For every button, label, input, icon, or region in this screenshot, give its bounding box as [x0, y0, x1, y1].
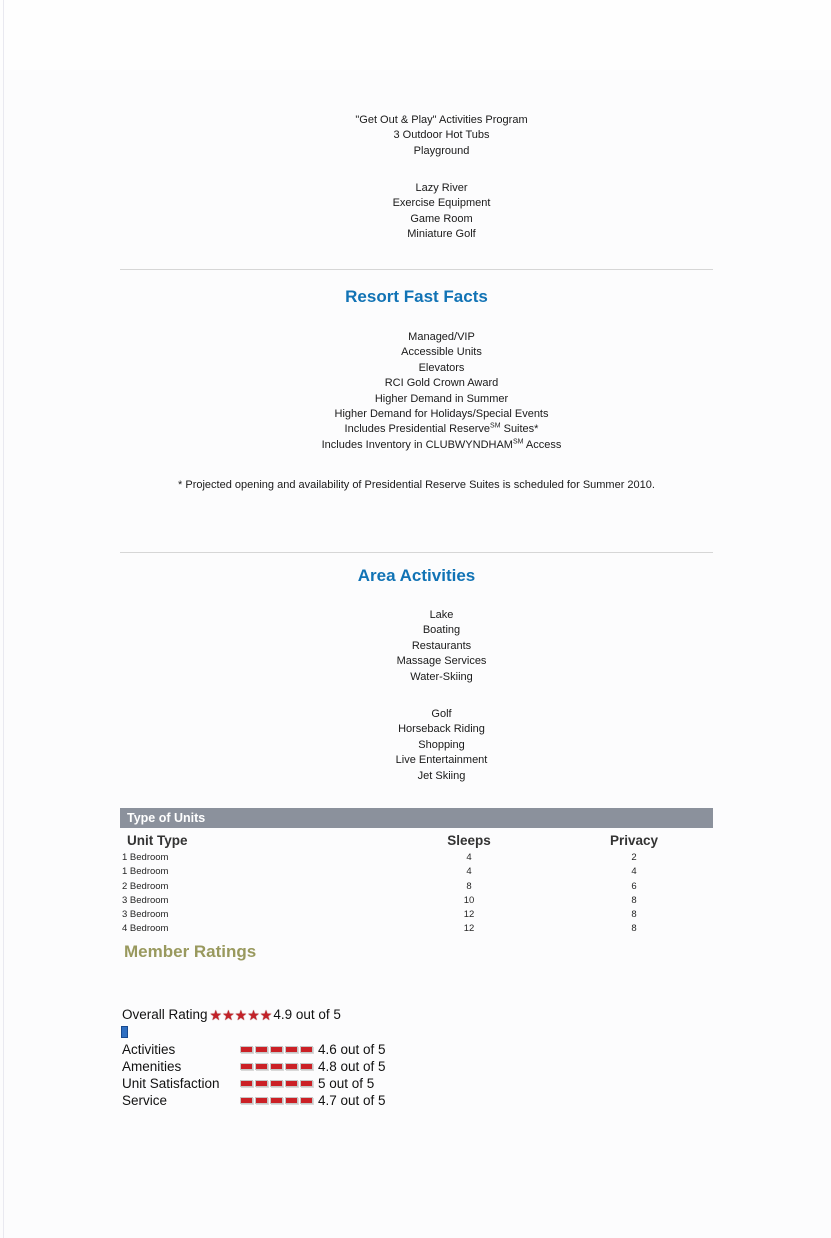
amenities-list-1: "Get Out & Play" Activities Program 3 Ou… — [145, 113, 738, 159]
rating-bar — [240, 1063, 315, 1070]
table-row: 1 Bedroom 4 2 — [122, 852, 637, 863]
amenity-item: Exercise Equipment — [392, 197, 491, 210]
fast-fact-item: Managed/VIP — [408, 331, 475, 343]
fast-fact-item-presidential-reserve: Includes Presidential ReserveSM Suites* — [344, 422, 539, 436]
table-row: 2 Bedroom 8 6 — [122, 880, 637, 892]
rating-dash-icon — [270, 1063, 283, 1070]
rating-dash-icon — [300, 1063, 313, 1070]
fast-fact-item: Accessible Units — [401, 346, 482, 359]
table-row: 3 Bedroom 10 8 — [122, 894, 637, 906]
fast-facts-list: Managed/VIP Accessible Units Elevators R… — [145, 330, 738, 453]
area-activity-item: Lake — [429, 609, 454, 621]
column-header-sleeps: Sleeps — [447, 833, 491, 848]
left-edge-line — [3, 0, 4, 1238]
fast-fact-item: Elevators — [418, 361, 465, 374]
rating-dash-icon — [270, 1046, 283, 1053]
rating-dash-icon — [285, 1080, 298, 1087]
units-table-body: 1 Bedroom 4 2 1 Bedroom 4 4 2 Bedroom 8 … — [120, 851, 713, 937]
sm-superscript: SM — [490, 422, 501, 430]
top-band — [0, 0, 831, 70]
rating-bar — [240, 1046, 315, 1053]
overall-rating-value: 4.9 out of 5 — [273, 1007, 341, 1022]
category-ratings: Activities 4.6 out of 5 Amenities 4.8 ou… — [122, 1041, 386, 1109]
column-header-unit-type: Unit Type — [127, 833, 188, 848]
star-icon: ★ — [222, 1006, 235, 1023]
section-divider — [120, 552, 713, 553]
rating-row-activities: Activities 4.6 out of 5 — [122, 1042, 386, 1057]
rating-dash-icon — [240, 1080, 253, 1087]
star-icon: ★ — [247, 1006, 260, 1023]
table-row: 1 Bedroom 4 4 — [122, 866, 637, 878]
overall-rating-row: Overall Rating ★ ★ ★ ★ ★ 4.9 out of 5 — [122, 1005, 341, 1024]
rating-dash-icon — [255, 1046, 268, 1053]
rating-dash-icon — [285, 1046, 298, 1053]
area-activity-item: Live Entertainment — [395, 754, 488, 767]
rating-dash-icon — [300, 1080, 313, 1087]
amenity-item: Game Room — [410, 212, 473, 225]
amenities-list-2: Lazy River Exercise Equipment Game Room … — [145, 181, 738, 243]
amenity-item: Miniature Golf — [407, 228, 476, 241]
area-activity-item: Jet Skiing — [417, 769, 466, 782]
units-table-column-headers: Unit Type Sleeps Privacy — [120, 833, 713, 851]
member-ratings-heading: Member Ratings — [124, 942, 257, 961]
rating-dash-icon — [270, 1097, 283, 1104]
area-activity-item: Boating — [422, 624, 461, 637]
area-activities-list-1: Lake Boating Restaurants Massage Service… — [145, 608, 738, 685]
rating-dash-icon — [240, 1046, 253, 1053]
overall-rating-stars: ★ ★ ★ ★ ★ — [210, 1008, 273, 1022]
star-icon: ★ — [209, 1006, 223, 1023]
rating-dash-icon — [255, 1080, 268, 1087]
rating-bar — [240, 1080, 315, 1087]
resort-fast-facts-heading: Resort Fast Facts — [345, 287, 488, 306]
amenity-item: 3 Outdoor Hot Tubs — [393, 129, 490, 142]
rating-dash-icon — [240, 1097, 253, 1104]
area-activity-item: Massage Services — [396, 655, 487, 668]
fast-fact-item: Higher Demand for Holidays/Special Event… — [334, 408, 549, 421]
presidential-reserve-footnote: * Projected opening and availability of … — [178, 479, 655, 491]
area-activities-list-2: Golf Horseback Riding Shopping Live Ente… — [145, 707, 738, 784]
sm-superscript: SM — [512, 438, 524, 446]
rating-bar — [240, 1097, 315, 1104]
area-activity-item: Horseback Riding — [398, 723, 485, 736]
area-activity-item: Restaurants — [411, 639, 472, 652]
star-icon: ★ — [234, 1006, 248, 1023]
table-row: 3 Bedroom 12 8 — [122, 909, 637, 921]
area-activity-item: Water-Skiing — [410, 670, 473, 683]
amenity-item: "Get Out & Play" Activities Program — [355, 114, 528, 126]
type-of-units-header-bar: Type of Units — [120, 808, 713, 828]
rating-row-service: Service 4.7 out of 5 — [122, 1093, 386, 1108]
rating-dash-icon — [300, 1046, 313, 1053]
area-activities-heading: Area Activities — [357, 566, 476, 585]
column-header-privacy: Privacy — [609, 833, 659, 848]
rating-dash-icon — [270, 1080, 283, 1087]
fast-fact-item-clubwyndham: Includes Inventory in CLUBWYNDHAMSM Acce… — [321, 438, 562, 451]
amenity-item: Lazy River — [415, 182, 468, 194]
star-icon: ★ — [259, 1006, 273, 1023]
fast-fact-item: Higher Demand in Summer — [374, 392, 509, 405]
section-divider — [120, 269, 713, 270]
overall-rating-label: Overall Rating — [122, 1007, 208, 1022]
rating-row-amenities: Amenities 4.8 out of 5 — [122, 1059, 386, 1074]
rating-dash-icon — [285, 1063, 298, 1070]
broken-image-icon — [121, 1026, 128, 1038]
fast-fact-item: RCI Gold Crown Award — [384, 377, 499, 390]
rating-row-unit-satisfaction: Unit Satisfaction 5 out of 5 — [122, 1076, 375, 1091]
rating-dash-icon — [255, 1097, 268, 1104]
area-activity-item: Shopping — [418, 738, 465, 751]
amenity-item: Playground — [413, 144, 470, 157]
rating-dash-icon — [255, 1063, 268, 1070]
rating-dash-icon — [240, 1063, 253, 1070]
rating-dash-icon — [300, 1097, 313, 1104]
rating-dash-icon — [285, 1097, 298, 1104]
area-activity-item: Golf — [431, 708, 452, 720]
table-row: 4 Bedroom 12 8 — [122, 923, 637, 935]
